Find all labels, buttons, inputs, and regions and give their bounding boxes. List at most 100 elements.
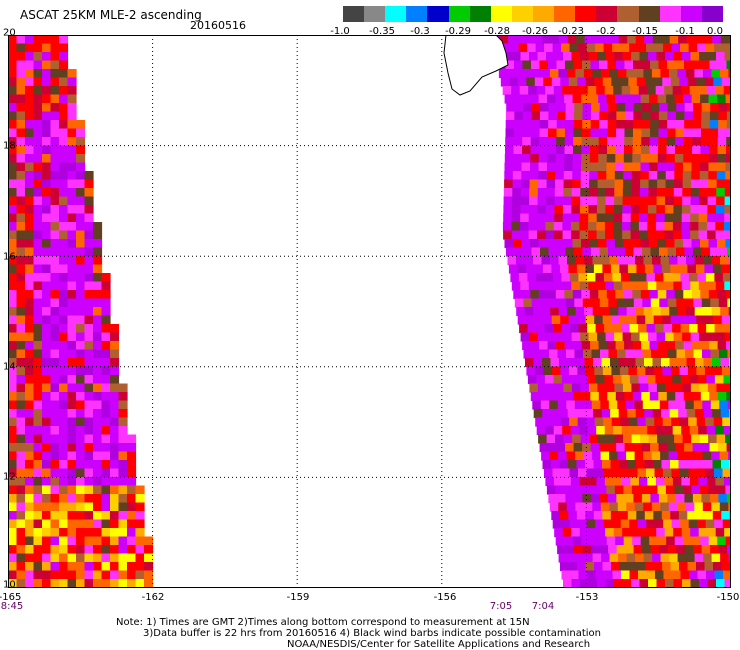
color-scale-swatch — [385, 6, 407, 22]
wind-cell — [711, 69, 721, 79]
wind-cell — [512, 171, 522, 181]
wind-cell — [710, 298, 720, 308]
wind-cell — [512, 188, 522, 198]
wind-cell — [668, 349, 678, 359]
wind-cell — [537, 205, 547, 215]
wind-cell — [42, 247, 52, 257]
wind-cell — [582, 247, 592, 257]
wind-cell — [33, 502, 43, 512]
wind-cell — [613, 222, 623, 232]
wind-cell — [709, 60, 719, 70]
wind-cell — [16, 307, 26, 317]
wind-cell — [25, 358, 35, 368]
wind-cell — [16, 171, 26, 181]
wind-cell — [25, 443, 35, 453]
wind-cell — [93, 256, 103, 266]
wind-cell — [580, 196, 590, 206]
wind-cell — [597, 188, 607, 198]
wind-cell — [16, 273, 26, 283]
wind-cell — [586, 468, 596, 478]
wind-cell — [657, 239, 667, 249]
wind-cell — [700, 94, 710, 104]
wind-cell — [93, 239, 103, 249]
wind-cell — [33, 239, 43, 249]
wind-cell — [699, 383, 709, 393]
wind-cell — [520, 281, 530, 291]
wind-cell — [101, 434, 111, 444]
wind-cell — [665, 383, 675, 393]
wind-cell — [101, 400, 111, 410]
wind-cell — [673, 281, 683, 291]
wind-cell — [93, 324, 103, 334]
wind-cell — [580, 188, 590, 198]
wind-cell — [8, 426, 18, 436]
wind-cell — [16, 468, 26, 478]
wind-cell — [42, 298, 52, 308]
wind-cell — [671, 417, 681, 427]
wind-cell — [8, 86, 18, 96]
wind-cell — [512, 52, 522, 62]
wind-cell — [578, 43, 588, 53]
wind-cell — [697, 43, 707, 53]
wind-cell — [67, 145, 77, 155]
data-swaths — [8, 35, 731, 588]
wind-cell — [615, 162, 625, 172]
wind-cell — [555, 171, 565, 181]
wind-cell — [135, 579, 145, 588]
wind-cell — [561, 324, 571, 334]
wind-cell — [702, 69, 712, 79]
wind-cell — [25, 154, 35, 164]
wind-cell — [84, 222, 94, 232]
wind-cell — [552, 43, 562, 53]
wind-cell — [585, 264, 595, 274]
wind-cell — [679, 315, 689, 325]
wind-cell — [42, 145, 52, 155]
wind-cell — [604, 324, 614, 334]
wind-cell — [67, 451, 77, 461]
wind-cell — [658, 494, 668, 504]
wind-cell — [556, 392, 566, 402]
wind-cell — [33, 451, 43, 461]
wind-cell — [67, 128, 77, 138]
wind-cell — [42, 528, 52, 538]
wind-cell — [67, 111, 77, 121]
wind-cell — [547, 137, 557, 147]
wind-cell — [698, 213, 708, 223]
wind-cell — [25, 528, 35, 538]
wind-cell — [720, 35, 730, 45]
wind-cell — [718, 128, 728, 138]
wind-cell — [93, 519, 103, 529]
wind-cell — [723, 222, 731, 232]
wind-cell — [667, 128, 677, 138]
wind-cell — [42, 477, 52, 487]
wind-cell — [50, 307, 60, 317]
wind-cell — [25, 400, 35, 410]
wind-cell — [556, 111, 566, 121]
wind-cell — [59, 264, 69, 274]
color-scale-swatch — [680, 6, 702, 22]
wind-cell — [577, 77, 587, 87]
wind-cell — [50, 120, 60, 130]
wind-cell — [581, 162, 591, 172]
wind-cell — [8, 239, 18, 249]
wind-cell — [528, 86, 538, 96]
wind-cell — [110, 417, 120, 427]
wind-cell — [700, 290, 710, 300]
wind-cell — [507, 69, 517, 79]
wind-cell — [59, 409, 69, 419]
wind-cell — [541, 307, 551, 317]
wind-cell — [544, 273, 554, 283]
wind-cell — [501, 43, 511, 53]
wind-cell — [705, 519, 715, 529]
wind-cell — [16, 341, 26, 351]
wind-cell — [564, 162, 574, 172]
wind-cell — [59, 35, 69, 45]
wind-cell — [671, 273, 681, 283]
wind-cell — [704, 77, 714, 87]
wind-cell — [600, 451, 610, 461]
wind-cell — [635, 256, 645, 266]
wind-cell — [518, 43, 528, 53]
wind-cell — [552, 468, 562, 478]
wind-cell — [626, 69, 636, 79]
wind-cell — [565, 120, 575, 130]
